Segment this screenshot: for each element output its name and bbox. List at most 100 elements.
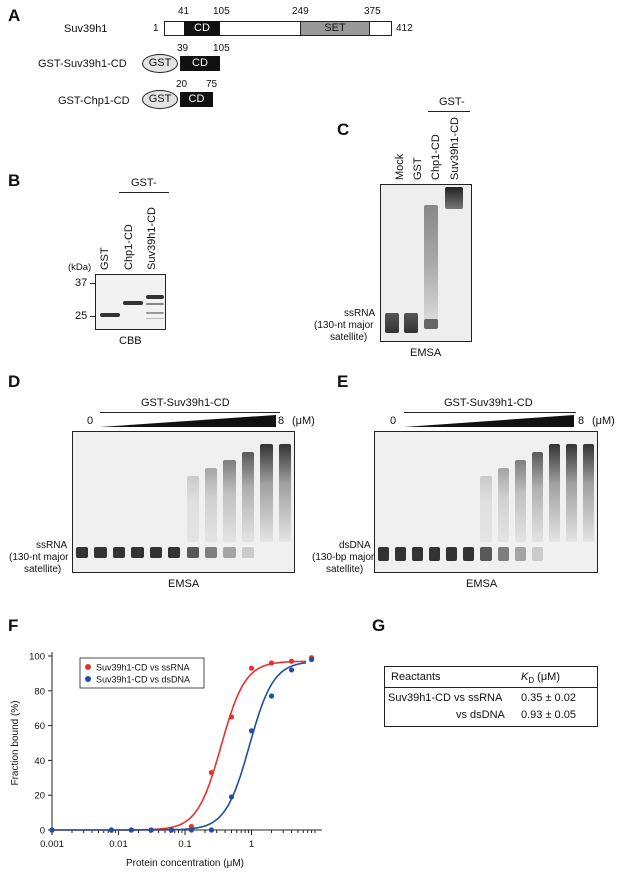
shifted-complex-smear: [582, 444, 594, 542]
panel-c-group-label: GST-: [439, 96, 465, 108]
data-point-series-2: [288, 667, 295, 673]
gst-tag-label: GST: [148, 93, 172, 105]
data-point-series-1: [268, 660, 275, 666]
free-probe-band: [446, 547, 458, 561]
cd-domain-label: CD: [188, 93, 205, 105]
gst-suv39h1-cd-domain: CD: [180, 56, 220, 71]
panel-b-group-label: GST-: [131, 177, 157, 189]
legend-marker: [85, 676, 91, 682]
data-point-series-2: [208, 827, 215, 833]
panel-c-lane-chp1-cd: Chp1-CD: [430, 134, 442, 180]
panel-e-probe-line1: dsDNA: [339, 540, 371, 551]
panel-b-lane-gst: GST: [99, 247, 111, 270]
suv39h1-start-number: 1: [153, 23, 159, 34]
y-tick-label: 0: [40, 826, 45, 837]
data-point-series-1: [248, 665, 255, 671]
free-probe-band: [149, 547, 163, 558]
kd-table-header-reactants: Reactants: [391, 671, 441, 683]
suv39h1-end-number: 412: [396, 23, 413, 34]
data-point-series-2: [148, 827, 154, 833]
suv39h1-cd-domain: CD: [184, 21, 220, 36]
panel-d-title-line: [100, 412, 280, 413]
free-probe-band: [223, 547, 236, 558]
panel-label-g: G: [372, 616, 386, 635]
gst-chp1-cd-end: 75: [206, 79, 218, 90]
panel-c-probe-line1: ssRNA: [344, 308, 376, 319]
panel-d-min: 0: [87, 415, 94, 427]
panel-label-a: A: [8, 6, 21, 25]
panel-c-lane-mock: Mock: [394, 153, 406, 180]
shifted-complex-smear: [260, 444, 273, 542]
kd-table-row-value: 0.93 ± 0.05: [521, 709, 576, 721]
gst-tag-label: GST: [148, 57, 172, 69]
panel-c-probe-line3: satellite): [330, 332, 368, 343]
panel-b-marker-25: 25: [75, 310, 88, 322]
panel-e-unit: (μM): [592, 415, 615, 427]
kd-table-row-reactant: Suv39h1-CD vs ssRNA: [388, 692, 503, 704]
panel-b-kda-unit: (kDa): [68, 262, 92, 273]
free-probe-band: [204, 547, 218, 558]
gst-tag-chp1: GST: [142, 90, 178, 109]
panel-c-lane-gst: GST: [412, 157, 424, 180]
panel-label-d: D: [8, 372, 21, 391]
y-tick-label: 40: [34, 756, 45, 767]
cd-domain-label: CD: [194, 22, 210, 34]
x-axis-label: Protein concentration (μM): [126, 858, 244, 869]
kd-symbol: K: [521, 671, 529, 683]
y-axis-label: Fraction bound (%): [10, 700, 21, 785]
y-tick-label: 20: [34, 791, 45, 802]
free-probe-band: [168, 547, 181, 558]
gst-tag-suv39h1: GST: [142, 54, 178, 73]
domain-row-label-gst-chp1-cd: GST-Chp1-CD: [58, 95, 130, 107]
suv39h1-cd-start: 41: [178, 6, 190, 17]
shifted-complex-smear: [565, 444, 577, 542]
panel-d-emsa-gel: [72, 431, 295, 573]
shifted-complex-smear: [204, 468, 218, 542]
fit-curve-series-2: [52, 661, 307, 831]
kd-table: Reactants KD (μM) Suv39h1-CD vs ssRNA 0.…: [384, 666, 598, 727]
gst-chp1-cd-start: 20: [176, 79, 188, 90]
data-point-series-2: [188, 827, 195, 833]
free-probe-band: [378, 547, 390, 561]
panel-c-emsa-gel: [380, 184, 472, 342]
x-tick-label: 1: [249, 839, 254, 850]
free-probe-band: [497, 547, 509, 561]
panel-d-probe-line2: (130-nt major: [9, 552, 69, 563]
data-point-series-1: [208, 769, 215, 776]
y-tick-label: 100: [29, 652, 45, 663]
panel-d-caption: EMSA: [168, 578, 200, 590]
cbb-gel-image: [95, 274, 166, 330]
kd-table-row-value: 0.35 ± 0.02: [521, 692, 576, 704]
panel-b-marker-tick-25: [90, 316, 95, 317]
free-probe-band: [531, 547, 543, 561]
y-tick-label: 60: [34, 721, 45, 732]
data-point-series-2: [228, 794, 235, 800]
panel-c-lane-suv39h1-cd: Suv39h1-CD: [449, 117, 461, 180]
panel-d-unit: (μM): [292, 415, 315, 427]
shifted-complex-smear: [223, 460, 236, 542]
y-tick-label: 80: [34, 686, 45, 697]
legend-label: Suv39h1-CD vs ssRNA: [96, 663, 190, 673]
data-point-series-1: [228, 714, 235, 720]
free-probe-band: [463, 547, 475, 561]
legend-box: [79, 657, 205, 689]
gst-chp1-cd-domain: CD: [180, 92, 213, 107]
domain-row-label-suv39h1: Suv39h1: [64, 23, 108, 35]
suv39h1-set-domain: SET: [300, 21, 370, 36]
shifted-complex-smear: [241, 452, 255, 542]
panel-b-lane-chp1-cd: Chp1-CD: [123, 224, 135, 270]
suv39h1-cd-end: 105: [213, 6, 230, 17]
data-point-series-2: [248, 728, 255, 734]
free-probe-band: [112, 547, 126, 558]
panel-e-gradient-wedge: [404, 415, 574, 427]
free-probe-band: [429, 547, 441, 561]
panel-c-caption: EMSA: [410, 347, 442, 359]
panel-e-title-line: [404, 412, 576, 413]
panel-e-max: 8: [578, 415, 585, 427]
shifted-complex-smear: [278, 444, 291, 542]
panel-label-f: F: [8, 616, 19, 635]
shifted-complex-smear: [480, 476, 492, 542]
free-probe-band: [131, 547, 144, 558]
data-point-series-2: [49, 827, 55, 833]
kd-table-header-kd: KD (μM): [521, 671, 560, 685]
